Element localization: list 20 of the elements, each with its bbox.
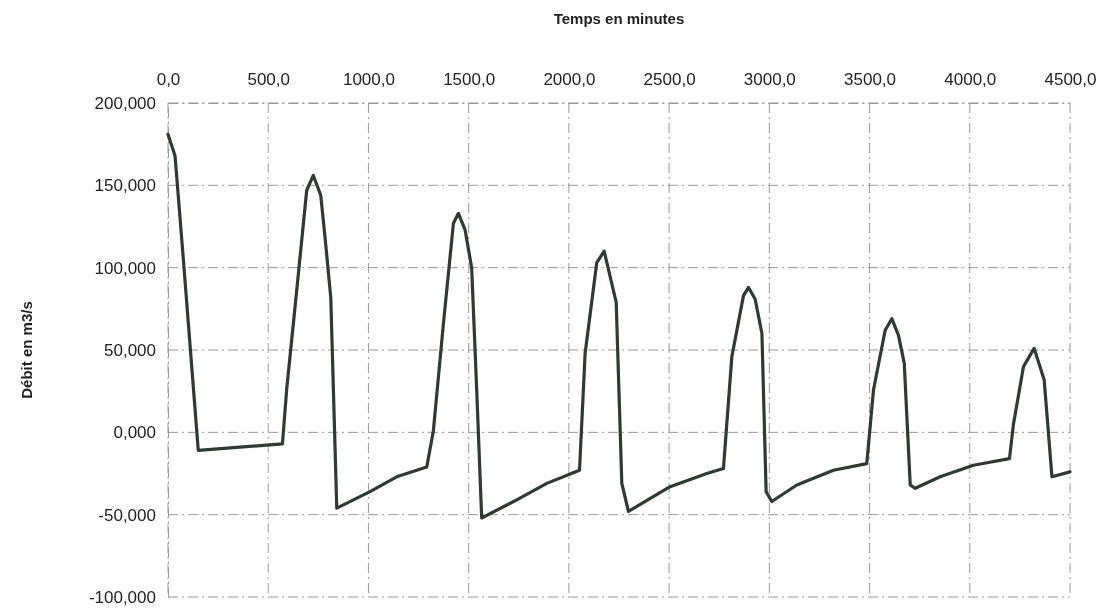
x-tick-label: 2000,0 — [543, 70, 596, 89]
x-tick-label: 1500,0 — [443, 70, 496, 89]
y-tick-label: 200,000 — [94, 93, 156, 113]
x-tick-label: 3000,0 — [743, 70, 796, 89]
x-tick-label: 500,0 — [247, 70, 290, 89]
y-tick-label: 0,000 — [113, 423, 156, 443]
line-series — [166, 132, 1072, 520]
x-tick-label: 4500,0 — [1044, 70, 1097, 89]
y-tick-label: 50,000 — [104, 340, 156, 360]
x-tick-label: 3500,0 — [844, 70, 897, 89]
y-tick-label: -50,000 — [98, 505, 156, 525]
x-tick-label: 1000,0 — [342, 70, 395, 89]
x-tick-label: 0,0 — [156, 70, 181, 89]
y-tick-label: -100,000 — [88, 587, 156, 607]
x-tick-label: 2500,0 — [643, 70, 696, 89]
x-axis-title: Temps en minutes — [553, 10, 685, 27]
x-tick-label: 4000,0 — [944, 70, 997, 89]
y-tick-label: 150,000 — [94, 176, 156, 196]
y-tick-label: 100,000 — [94, 258, 156, 278]
y-axis-title: Débit en m3/s — [18, 301, 35, 399]
